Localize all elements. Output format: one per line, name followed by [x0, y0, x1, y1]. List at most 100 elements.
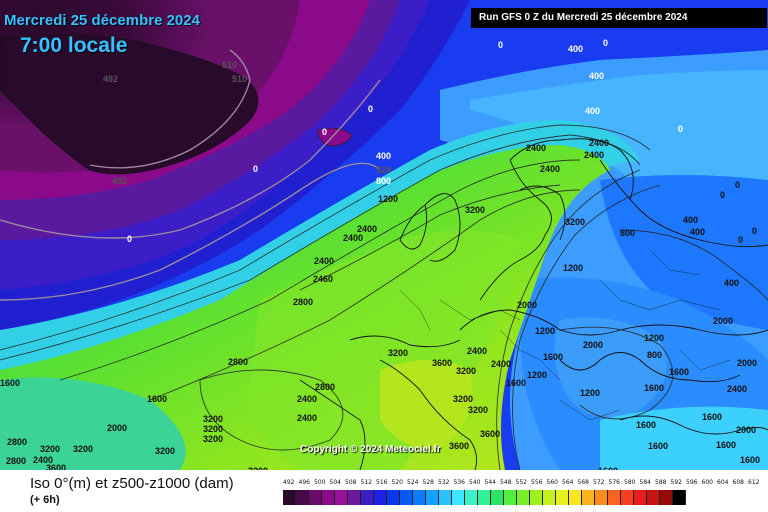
contour-label: 2400: [526, 143, 547, 153]
contour-label: 400: [568, 44, 584, 54]
contour-label: 528: [376, 165, 392, 175]
contour-label: 2400: [33, 455, 54, 465]
legend-swatch: [556, 490, 569, 505]
legend-swatch: [374, 490, 387, 505]
legend-swatch: [413, 490, 426, 505]
legend-scale-value: 532: [438, 479, 450, 486]
contour-label: 1600: [669, 367, 690, 377]
forecast-date: Mercredi 25 décembre 2024: [4, 12, 200, 29]
legend-scale-value: 524: [407, 479, 419, 486]
legend-swatch: [569, 490, 582, 505]
contour-label: 400: [683, 215, 699, 225]
contour-label: 2400: [491, 359, 512, 369]
legend-scale-value: 528: [422, 479, 434, 486]
contour-label: 3600: [480, 429, 501, 439]
legend-swatch: [439, 490, 452, 505]
legend-scale-value: 520: [391, 479, 403, 486]
legend-swatch: [296, 490, 309, 505]
contour-label: 492: [112, 176, 128, 186]
legend-scale-value: 556: [531, 479, 543, 486]
contour-label: 0: [498, 40, 504, 50]
copyright-notice: Copyright © 2024 Meteociel.fr: [300, 444, 441, 455]
contour-label: 1200: [580, 388, 601, 398]
contour-label: 3200: [73, 444, 94, 454]
legend-scale-value: 608: [732, 479, 744, 486]
contour-label: 0: [752, 226, 758, 236]
legend-scale-value: 508: [345, 479, 357, 486]
contour-label: 3200: [453, 394, 474, 404]
legend-scale-value: 596: [686, 479, 698, 486]
contour-label: 1200: [644, 333, 665, 343]
legend-scale-value: 568: [577, 479, 589, 486]
contour-label: 0: [253, 164, 259, 174]
legend-swatch: [634, 490, 647, 505]
contour-label: 3600: [449, 441, 470, 451]
legend-scale-value: 588: [655, 479, 667, 486]
legend-scale-value: 604: [717, 479, 729, 486]
freezing-level-field: [0, 0, 768, 470]
contour-label: 2460: [313, 274, 334, 284]
legend-color-scale: [283, 490, 686, 505]
contour-label: 1600: [0, 378, 21, 388]
contour-label: 2000: [583, 340, 604, 350]
legend-scale-value: 512: [360, 479, 372, 486]
contour-label: 2400: [584, 150, 605, 160]
contour-label: 800: [620, 228, 636, 238]
legend-scale-value: 560: [546, 479, 558, 486]
contour-label: 1600: [543, 352, 564, 362]
contour-label: 3200: [203, 434, 224, 444]
contour-label: 400: [585, 106, 601, 116]
legend-scale-value: 552: [515, 479, 527, 486]
contour-label: 0: [678, 124, 684, 134]
legend-scale-value: 540: [469, 479, 481, 486]
legend-swatch: [283, 490, 296, 505]
legend-swatch: [361, 490, 374, 505]
contour-label: 0: [603, 38, 609, 48]
contour-label: 1600: [598, 466, 618, 470]
contour-label: 3200: [248, 466, 268, 470]
contour-label: 0: [738, 235, 744, 245]
contour-label: 2800: [6, 456, 27, 466]
contour-label: 2800: [228, 357, 249, 367]
legend-swatch: [452, 490, 465, 505]
legend-scale-value: 592: [670, 479, 682, 486]
legend-swatch: [309, 490, 322, 505]
contour-label: 510: [232, 74, 248, 84]
contour-label: 2400: [343, 233, 364, 243]
legend-swatch: [465, 490, 478, 505]
contour-label: 2400: [357, 224, 378, 234]
legend-swatch: [595, 490, 608, 505]
contour-label: 510: [222, 60, 238, 70]
contour-label: 2400: [297, 413, 318, 423]
legend-swatch: [647, 490, 660, 505]
legend-forecast-step: (+ 6h): [30, 494, 60, 506]
contour-label: 3600: [102, 469, 122, 470]
contour-label: 0: [720, 190, 726, 200]
legend-swatch: [478, 490, 491, 505]
contour-label: 3200: [465, 205, 486, 215]
model-run-banner: Run GFS 0 Z du Mercredi 25 décembre 2024: [471, 8, 767, 28]
legend-scale-value: 504: [329, 479, 341, 486]
legend-scale-value: 500: [314, 479, 326, 486]
legend-scale-value: 496: [298, 479, 310, 486]
legend-scale-value: 580: [624, 479, 636, 486]
legend-swatch: [608, 490, 621, 505]
contour-label: 3600: [432, 358, 453, 368]
legend-swatch: [504, 490, 517, 505]
contour-label: 1600: [702, 412, 723, 422]
contour-label: 1600: [506, 378, 527, 388]
contour-label: 2000: [737, 358, 758, 368]
legend-swatch: [517, 490, 530, 505]
contour-label: 800: [647, 350, 663, 360]
legend-scale-value: 576: [608, 479, 620, 486]
contour-label: 3200: [468, 405, 489, 415]
legend-swatch: [582, 490, 595, 505]
legend-swatch: [530, 490, 543, 505]
contour-label: 2000: [517, 300, 538, 310]
legend-swatch: [387, 490, 400, 505]
contour-label: 3200: [203, 414, 224, 424]
legend-scale-value: 516: [376, 479, 388, 486]
legend-swatch: [400, 490, 413, 505]
legend-scale-value: 600: [701, 479, 713, 486]
legend-scale-value: 492: [283, 479, 295, 486]
